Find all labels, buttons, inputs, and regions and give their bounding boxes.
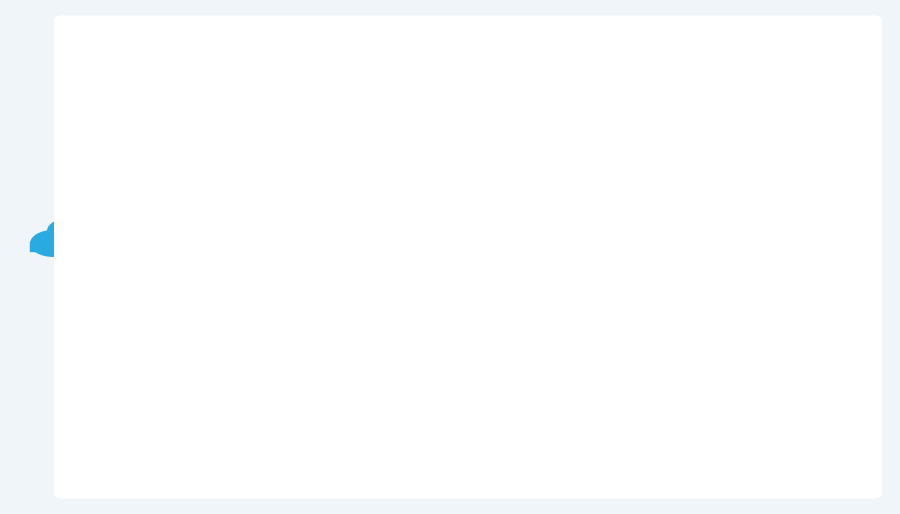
FancyBboxPatch shape	[452, 159, 463, 168]
Circle shape	[251, 96, 285, 116]
FancyBboxPatch shape	[452, 172, 463, 180]
Text: ⬤: ⬤	[71, 232, 86, 246]
Text: SD ws: SD ws	[235, 213, 263, 222]
Circle shape	[31, 231, 76, 256]
FancyBboxPatch shape	[212, 104, 286, 112]
Circle shape	[227, 98, 266, 120]
Text: Storage: Storage	[598, 310, 651, 323]
Text: Cloud Integraion: Cloud Integraion	[584, 179, 665, 190]
Circle shape	[73, 222, 109, 243]
FancyBboxPatch shape	[452, 368, 463, 376]
Text: Ugh: Ugh	[539, 335, 556, 343]
Circle shape	[212, 96, 247, 116]
Circle shape	[225, 87, 256, 105]
FancyBboxPatch shape	[452, 355, 463, 363]
FancyBboxPatch shape	[578, 120, 670, 180]
FancyBboxPatch shape	[209, 160, 289, 213]
Text: Prit to trecerlt
mapehtoutscne
athitax: Prit to trecerlt mapehtoutscne athitax	[468, 125, 534, 155]
FancyBboxPatch shape	[452, 339, 463, 348]
Circle shape	[82, 231, 127, 256]
Text: Cloud to Med
Conmnonerrtent: Cloud to Med Conmnonerrtent	[264, 333, 338, 352]
Text: Sorty  ☐  Clout: Sorty ☐ Clout	[468, 155, 525, 164]
FancyBboxPatch shape	[452, 131, 463, 139]
Text: DenCady: DenCady	[663, 337, 702, 346]
FancyBboxPatch shape	[361, 313, 458, 389]
Circle shape	[48, 219, 88, 242]
FancyBboxPatch shape	[381, 348, 431, 375]
Circle shape	[49, 221, 109, 255]
Circle shape	[244, 89, 272, 105]
FancyBboxPatch shape	[381, 155, 434, 177]
FancyBboxPatch shape	[361, 119, 458, 192]
Circle shape	[226, 88, 272, 115]
FancyBboxPatch shape	[694, 323, 788, 384]
FancyBboxPatch shape	[381, 327, 428, 347]
Text: rdone: rdone	[691, 380, 716, 390]
FancyBboxPatch shape	[452, 143, 463, 152]
Circle shape	[50, 233, 102, 263]
Text: Data Irutnlgs RI: Data Irutnlgs RI	[208, 127, 290, 137]
FancyBboxPatch shape	[30, 242, 128, 251]
FancyBboxPatch shape	[578, 323, 670, 384]
Text: Toud Intgrration: Toud Intgrration	[586, 383, 663, 393]
FancyBboxPatch shape	[381, 133, 429, 154]
Text: Pit: Pit	[72, 261, 86, 271]
FancyBboxPatch shape	[694, 120, 788, 180]
Text: Cootred API
Conernct
Connpents: Cootred API Conernct Connpents	[186, 224, 238, 254]
Text: Aneage: Aneage	[599, 107, 650, 120]
Text: API: API	[233, 90, 265, 108]
Text: Ratpborry: Ratpborry	[707, 107, 774, 120]
FancyBboxPatch shape	[452, 327, 463, 335]
